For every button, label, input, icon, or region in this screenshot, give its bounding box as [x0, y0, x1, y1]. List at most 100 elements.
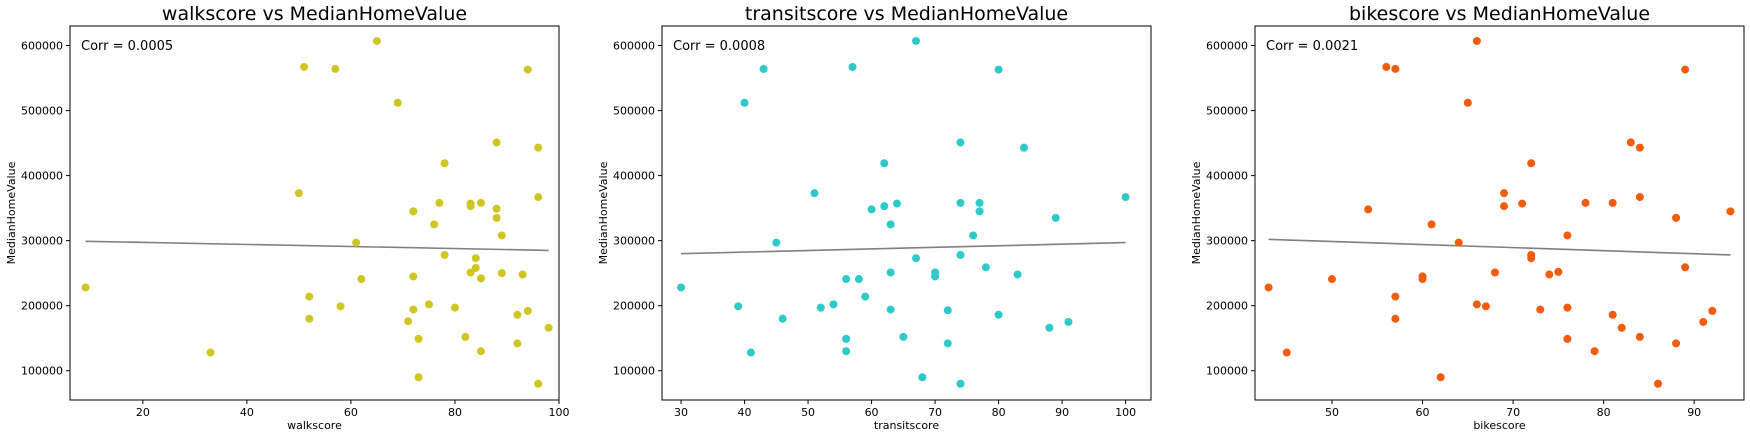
scatter-point — [1681, 65, 1690, 74]
scatter-point — [1364, 205, 1373, 214]
scatter-point — [1391, 292, 1400, 301]
scatter-point — [424, 300, 433, 309]
x-tick-label: 70 — [1506, 406, 1520, 419]
scatter-point — [1617, 323, 1626, 332]
y-tick-label: 100000 — [613, 365, 655, 378]
scatter-point — [1563, 303, 1572, 312]
scatter-point — [880, 159, 889, 168]
scatter-point — [1563, 231, 1572, 240]
x-tick-label: 20 — [136, 406, 150, 419]
scatter-point — [1481, 302, 1490, 311]
scatter-point — [1527, 159, 1536, 168]
corr-annotation: Corr = 0.0008 — [673, 39, 765, 54]
y-tick-label: 600000 — [1206, 40, 1248, 53]
y-tick-label: 400000 — [1206, 170, 1248, 183]
scatter-point — [461, 332, 470, 341]
y-tick-label: 100000 — [21, 365, 63, 378]
scatter-point — [1608, 198, 1617, 207]
y-axis-label: MedianHomeValue — [1190, 161, 1203, 264]
trend-line — [681, 241, 1126, 255]
y-tick-label: 500000 — [1206, 105, 1248, 118]
scatter-point — [1699, 317, 1708, 326]
y-tick-label: 400000 — [613, 170, 655, 183]
y-axis-label: MedianHomeValue — [5, 161, 18, 264]
scatter-point — [1653, 379, 1662, 388]
x-tick-label: 90 — [1055, 406, 1069, 419]
scatter-point — [886, 305, 895, 314]
scatter-point — [534, 143, 543, 152]
scatter-point — [81, 283, 90, 292]
chart-title: bikescore vs MedianHomeValue — [1349, 3, 1650, 25]
scatter-point — [886, 220, 895, 229]
scatter-point — [513, 310, 522, 319]
corr-annotation: Corr = 0.0021 — [1266, 39, 1358, 54]
scatter-point — [440, 250, 449, 259]
scatter-point — [848, 62, 857, 71]
scatter-point — [1472, 36, 1481, 45]
scatter-point — [1019, 143, 1028, 152]
scatter-point — [1681, 263, 1690, 272]
x-tick-label: 60 — [344, 406, 358, 419]
scatter-point — [513, 339, 522, 348]
scatter-point — [975, 198, 984, 207]
scatter-point — [1545, 270, 1554, 279]
chart-title: walkscore vs MedianHomeValue — [162, 3, 467, 25]
scatter-point — [372, 36, 381, 45]
scatter-point — [1282, 348, 1291, 357]
scatter-point — [842, 275, 851, 284]
scatter-point — [1590, 347, 1599, 356]
scatter-point — [1635, 332, 1644, 341]
plot-frame — [69, 25, 560, 401]
scatter-point — [1463, 98, 1472, 107]
x-tick-label: 80 — [992, 406, 1006, 419]
x-tick-label: 80 — [448, 406, 462, 419]
x-tick-label: 50 — [1325, 406, 1339, 419]
scatter-point — [1436, 373, 1445, 382]
x-tick-label: 60 — [865, 406, 879, 419]
scatter-point — [305, 292, 314, 301]
scatter-point — [294, 189, 303, 198]
scatter-point — [943, 306, 952, 315]
scatter-point — [393, 98, 402, 107]
scatter-point — [943, 339, 952, 348]
y-tick-label: 200000 — [613, 300, 655, 313]
y-tick-label: 300000 — [1206, 235, 1248, 248]
y-axis-label: MedianHomeValue — [597, 161, 610, 264]
y-tick-label: 300000 — [613, 235, 655, 248]
scatter-point — [409, 305, 418, 314]
x-tick-label: 40 — [738, 406, 752, 419]
scatter-point — [1527, 254, 1536, 263]
scatter-point — [497, 231, 506, 240]
scatter-point — [861, 292, 870, 301]
scatter-point — [357, 275, 366, 284]
y-tick-label: 600000 — [613, 40, 655, 53]
scatter-point — [956, 250, 965, 259]
scatter-point — [523, 65, 532, 74]
scatter-point — [1490, 268, 1499, 277]
scatter-point — [1013, 270, 1022, 279]
scatter-point — [867, 205, 876, 214]
scatter-point — [740, 98, 749, 107]
scatter-point — [746, 348, 755, 357]
scatter-point — [994, 65, 1003, 74]
scatter-point — [842, 347, 851, 356]
scatter-point — [1536, 305, 1545, 314]
y-tick-label: 200000 — [21, 300, 63, 313]
y-tick-label: 400000 — [21, 170, 63, 183]
scatter-point — [336, 302, 345, 311]
trend-line — [85, 240, 549, 252]
scatter-point — [975, 207, 984, 216]
scatter-point — [956, 138, 965, 147]
scatter-point — [435, 198, 444, 207]
scatter-point — [1472, 300, 1481, 309]
x-tick-label: 50 — [801, 406, 815, 419]
x-axis-label: bikescore — [1473, 419, 1526, 432]
scatter-point — [1427, 220, 1436, 229]
scatter-point — [471, 263, 480, 272]
trend-line — [1268, 238, 1731, 256]
scatter-point — [305, 314, 314, 323]
scatter-point — [1264, 283, 1273, 292]
scatter-point — [1608, 310, 1617, 319]
scatter-point — [1327, 275, 1336, 284]
